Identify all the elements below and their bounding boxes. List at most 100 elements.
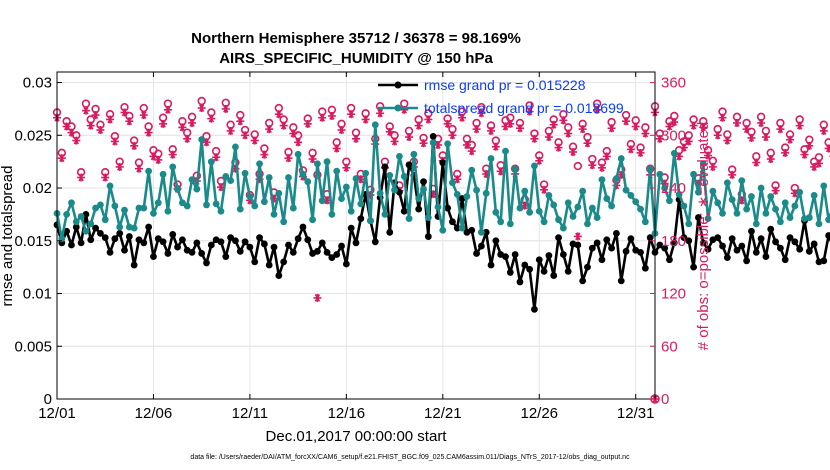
obs-evaluated-point <box>115 162 124 171</box>
rmse-point <box>338 242 345 250</box>
obs-evaluated-point <box>602 152 611 161</box>
obs-evaluated-point <box>569 147 578 156</box>
spread-point <box>314 160 321 168</box>
spread-point <box>294 150 302 158</box>
obs-evaluated-point <box>101 173 110 182</box>
obs-evaluated-point <box>159 119 168 128</box>
obs-evaluated-point <box>776 125 785 134</box>
rmse-point <box>622 247 630 255</box>
obs-evaluated-point <box>241 131 250 140</box>
spread-point <box>275 189 283 197</box>
spread-point <box>188 176 196 183</box>
spread-point <box>613 175 620 182</box>
rmse-point <box>357 215 365 223</box>
y-tick-label-left: 0.02 <box>23 180 52 197</box>
rmse-point <box>444 204 452 212</box>
spread-point <box>453 190 461 198</box>
obs-evaluated-point <box>559 116 568 125</box>
spread-point <box>342 183 350 191</box>
rmse-point <box>598 256 606 264</box>
x-axis-label: Dec.01,2017 00:00:00 start <box>266 428 448 445</box>
rmse-point <box>506 269 514 276</box>
spread-point <box>285 174 292 181</box>
obs-evaluated-point <box>352 134 360 143</box>
obs-evaluated-point <box>134 164 143 173</box>
obs-evaluated-point <box>597 163 606 172</box>
spread-point <box>318 197 326 205</box>
obs-evaluated-point <box>761 133 770 142</box>
rmse-point <box>453 224 461 232</box>
obs-evaluated-point <box>525 107 534 116</box>
rmse-point <box>699 239 707 247</box>
obs-evaluated-point <box>742 125 751 134</box>
obs-evaluated-point <box>564 129 573 138</box>
obs-evaluated-point <box>144 128 153 137</box>
rmse-point <box>299 223 307 231</box>
obs-evaluated-point <box>390 137 399 146</box>
obs-evaluated-point <box>327 111 336 120</box>
obs-evaluated-point <box>347 110 356 119</box>
spread-point <box>72 218 80 226</box>
obs-evaluated-point <box>163 105 172 114</box>
spread-point <box>106 182 114 190</box>
obs-evaluated-point <box>670 118 679 127</box>
rmse-point <box>473 250 480 257</box>
spread-point <box>531 162 538 170</box>
spread-point <box>376 189 384 197</box>
rmse-point <box>150 253 157 260</box>
obs-evaluated-point <box>506 119 515 128</box>
obs-evaluated-point <box>443 119 452 128</box>
spread-point <box>752 220 760 228</box>
obs-evaluated-point <box>593 105 602 114</box>
spread-point <box>767 193 775 200</box>
spread-point <box>439 226 447 234</box>
spread-point <box>386 171 394 179</box>
spread-point <box>212 200 220 208</box>
rmse-point <box>130 261 138 269</box>
rmse-point <box>169 231 177 238</box>
obs-possible-point <box>573 161 583 171</box>
obs-evaluated-point <box>573 232 582 241</box>
spread-point <box>381 211 389 218</box>
rmse-point <box>342 260 350 268</box>
rmse-point <box>690 263 697 271</box>
obs-evaluated-point <box>149 152 158 161</box>
spread-point <box>574 203 582 211</box>
rmse-point <box>670 239 678 247</box>
x-tick-label: 12/31 <box>617 405 655 422</box>
obs-evaluated-point <box>718 113 727 122</box>
obs-evaluated-point <box>631 122 640 131</box>
spread-point <box>598 176 606 183</box>
obs-evaluated-point <box>462 140 471 149</box>
rmse-point <box>323 248 331 256</box>
rmse-point <box>714 234 722 242</box>
spread-point <box>236 205 244 213</box>
spread-point <box>280 218 288 226</box>
x-tick-label: 12/06 <box>135 405 173 422</box>
spread-point <box>97 201 104 209</box>
rmse-point <box>439 159 447 167</box>
spread-point <box>709 187 717 195</box>
obs-evaluated-point <box>732 118 741 127</box>
obs-evaluated-point <box>125 117 134 126</box>
spread-point <box>791 202 799 210</box>
spread-point <box>256 160 263 168</box>
rmse-point <box>304 236 312 244</box>
rmse-point <box>386 228 394 236</box>
rmse-point <box>87 236 95 244</box>
spread-point <box>400 173 408 180</box>
spread-point <box>762 209 770 217</box>
rmse-point <box>521 261 529 269</box>
rmse-point <box>757 235 765 243</box>
legend-rmse-label: rmse grand pr = 0.015228 <box>424 77 586 93</box>
obs-evaluated-point <box>757 118 766 127</box>
rmse-point <box>531 305 538 313</box>
spread-point <box>487 155 495 162</box>
spread-point <box>680 202 688 210</box>
spread-point <box>632 198 640 206</box>
obs-evaluated-point <box>819 126 828 135</box>
rmse-point <box>270 243 278 251</box>
obs-evaluated-point <box>260 150 269 159</box>
obs-evaluated-point <box>472 125 481 134</box>
